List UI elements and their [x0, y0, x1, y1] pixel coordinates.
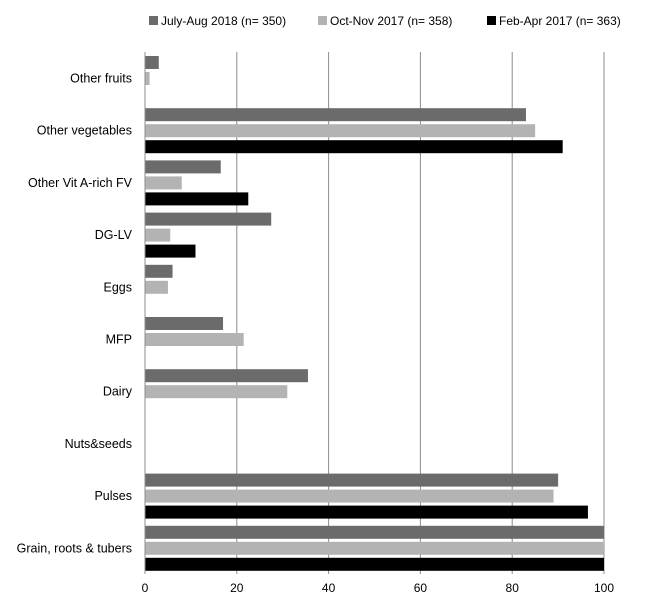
- gridlines: [236, 52, 605, 574]
- category-label: MFP: [106, 333, 132, 347]
- legend: July-Aug 2018 (n= 350) Oct-Nov 2017 (n= 3…: [149, 14, 621, 28]
- bar: [145, 228, 171, 242]
- category-label: Other vegetables: [37, 124, 132, 138]
- legend-swatch: [149, 16, 158, 25]
- x-tick-labels: 0 20 40 60 80 100: [142, 581, 615, 595]
- legend-label: Feb-Apr 2017 (n= 363): [499, 14, 621, 28]
- legend-swatch: [487, 16, 496, 25]
- legend-swatch: [318, 16, 327, 25]
- bar: [145, 192, 249, 206]
- category-label: Pulses: [94, 489, 132, 503]
- bar: [145, 176, 182, 190]
- category-label: Eggs: [104, 280, 133, 294]
- bar: [145, 280, 168, 294]
- bar: [145, 541, 604, 555]
- bar: [145, 333, 244, 346]
- legend-label: July-Aug 2018 (n= 350): [161, 14, 286, 28]
- category-label: Other Vit A-rich FV: [28, 176, 133, 190]
- bars: [145, 56, 604, 571]
- category-label: Grain, roots & tubers: [17, 541, 132, 555]
- x-tick-label: 60: [414, 581, 428, 595]
- x-tick-label: 20: [230, 581, 244, 595]
- category-label: DG-LV: [95, 228, 133, 242]
- bar: [145, 140, 563, 154]
- legend-label: Oct-Nov 2017 (n= 358): [330, 14, 452, 28]
- x-tick-label: 80: [506, 581, 520, 595]
- bar: [145, 557, 604, 571]
- bar: [145, 489, 554, 503]
- bar: [145, 244, 196, 258]
- bar: [145, 525, 604, 539]
- category-labels: Other fruits Other vegetables Other Vit A-…: [17, 72, 133, 556]
- x-tick-label: 0: [142, 581, 149, 595]
- bar: [145, 124, 536, 138]
- bar: [145, 264, 173, 278]
- bar: [145, 385, 288, 399]
- bar: [145, 505, 588, 519]
- bar: [145, 108, 526, 122]
- category-label: Nuts&seeds: [65, 437, 132, 451]
- bar: [145, 317, 224, 330]
- category-label: Dairy: [103, 385, 133, 399]
- bar: [145, 56, 159, 69]
- x-tick-label: 100: [594, 581, 614, 595]
- bar: [145, 160, 221, 174]
- bar: [145, 212, 272, 226]
- bar: [145, 72, 150, 85]
- bar: [145, 369, 308, 383]
- x-tick-label: 40: [322, 581, 336, 595]
- category-label: Other fruits: [70, 72, 132, 86]
- bar: [145, 473, 559, 487]
